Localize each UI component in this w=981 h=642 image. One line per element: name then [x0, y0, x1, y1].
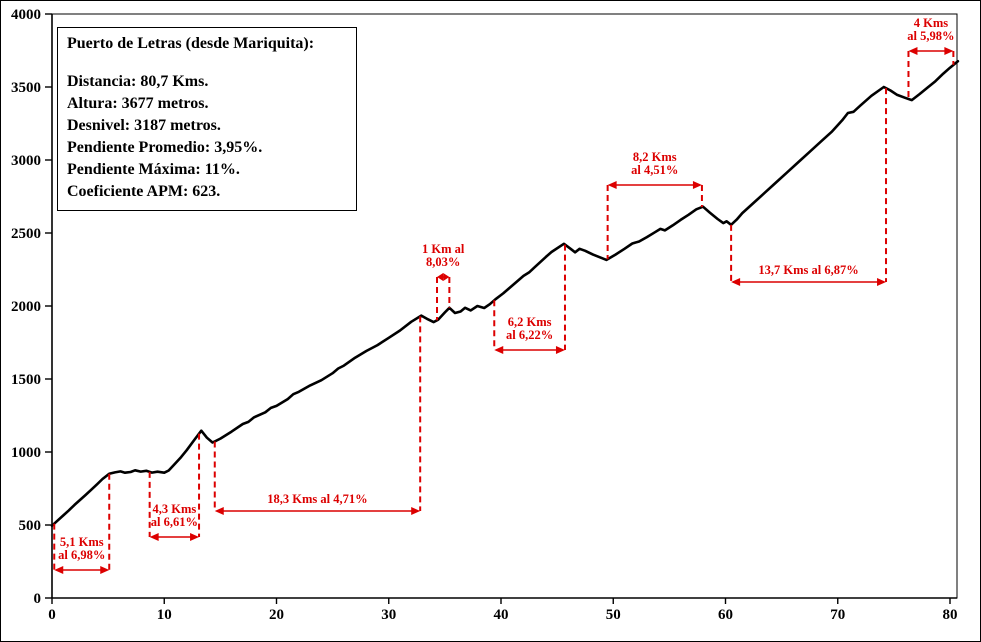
annotation-arrowhead-left	[731, 278, 741, 286]
annotation-arrowhead-right	[100, 566, 110, 574]
y-axis-tick-label: 1500	[11, 372, 41, 388]
stat-distancia: Distancia: 80,7 Kms.	[67, 73, 209, 90]
annotation-arrowhead-left	[494, 346, 504, 354]
annotation-arrowhead-right	[443, 273, 450, 281]
annotation-label: al 4,51%	[631, 163, 678, 177]
annotation-segment-3: 18,3 Kms al 4,71%	[213, 316, 422, 515]
y-axis-tick-label: 0	[34, 591, 42, 607]
y-axis-tick-label: 3500	[11, 80, 41, 96]
annotation-label: 18,3 Kms al 4,71%	[267, 492, 367, 506]
annotation-label: 4,3 Kms	[152, 502, 196, 516]
annotation-arrowhead-right	[877, 278, 887, 286]
x-axis-tick-label: 20	[269, 607, 284, 623]
annotation-label: al 5,98%	[907, 29, 954, 43]
annotation-label: 8,03%	[426, 255, 460, 269]
annotation-arrowhead-left	[908, 47, 918, 55]
annotation-arrowhead-left	[149, 533, 159, 541]
x-axis-tick-label: 0	[48, 607, 56, 623]
annotation-arrowhead-right	[692, 181, 702, 189]
elevation-profile-line	[50, 59, 960, 528]
annotation-arrowhead-left	[54, 566, 64, 574]
annotation-segment-7: 13,7 Kms al 6,87%	[730, 88, 888, 286]
y-axis-tick-label: 1000	[11, 445, 41, 461]
annotation-arrowhead-left	[437, 273, 444, 281]
annotation-arrowhead-right	[944, 47, 954, 55]
annotation-label: 4 Kms	[914, 16, 949, 30]
stat-altura: Altura: 3677 metros.	[67, 95, 209, 112]
stat-pendiente-maxima: Pendiente Máxima: 11%.	[67, 161, 240, 178]
x-axis-tick-label: 70	[830, 607, 845, 623]
annotation-label: 5,1 Kms	[60, 535, 104, 549]
annotation-arrowhead-right	[555, 346, 565, 354]
annotation-label: 13,7 Kms al 6,87%	[758, 263, 858, 277]
annotation-label: 1 Km al	[422, 242, 465, 256]
annotation-label: al 6,98%	[58, 548, 105, 562]
annotation-arrowhead-left	[214, 507, 224, 515]
x-axis-tick-label: 60	[718, 607, 733, 623]
stat-desnivel: Desnivel: 3187 metros.	[67, 117, 221, 134]
x-axis-tick-label: 30	[381, 607, 396, 623]
stat-coeficiente-apm: Coeficiente APM: 623.	[67, 183, 221, 200]
y-axis-tick-label: 4000	[11, 7, 41, 23]
annotation-label: al 6,22%	[506, 328, 553, 342]
x-axis-tick-label: 10	[157, 607, 172, 623]
x-axis-tick-label: 50	[606, 607, 621, 623]
annotation-arrowhead-right	[411, 507, 421, 515]
annotation-label: 6,2 Kms	[508, 315, 552, 329]
annotation-arrowhead-right	[190, 533, 200, 541]
annotation-label: 8,2 Kms	[633, 150, 677, 164]
stat-pendiente-promedio: Pendiente Promedio: 3,95%.	[67, 139, 263, 156]
climb-stats-box: Puerto de Letras (desde Mariquita): Dist…	[57, 27, 357, 211]
y-axis-tick-label: 3000	[11, 153, 41, 169]
y-axis-tick-label: 2500	[11, 226, 41, 242]
annotation-arrowhead-left	[607, 181, 617, 189]
annotation-segment-4: 1 Km al8,03%	[422, 242, 465, 321]
y-axis-tick-label: 500	[19, 518, 42, 534]
annotation-label: al 6,61%	[151, 515, 198, 529]
climb-title: Puerto de Letras (desde Mariquita):	[67, 35, 315, 52]
x-axis-tick-label: 80	[943, 607, 958, 623]
y-axis-tick-label: 2000	[11, 299, 41, 315]
x-axis-tick-label: 40	[494, 607, 509, 623]
